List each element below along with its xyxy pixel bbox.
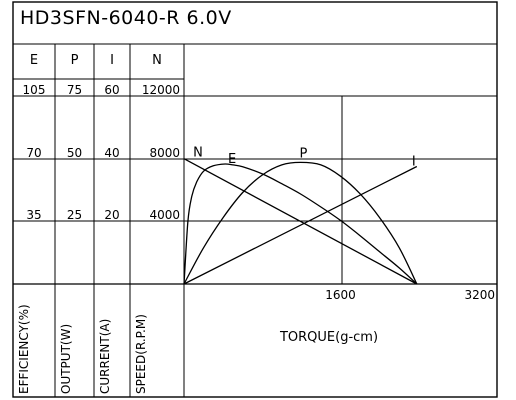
axis-label-vertical: OUTPUT(W) xyxy=(59,324,73,394)
y-tick-label: 25 xyxy=(67,208,82,222)
x-tick-label: 1600 xyxy=(325,288,356,302)
series-label-I: I xyxy=(412,155,416,170)
y-tick-label: 12000 xyxy=(142,83,180,97)
series-label-N: N xyxy=(193,146,203,161)
y-tick-label: 20 xyxy=(104,208,119,222)
series-label-E: E xyxy=(228,152,236,167)
y-tick-label: 35 xyxy=(26,208,41,222)
column-header-E: E xyxy=(30,53,38,68)
axis-label-vertical: SPEED(R.P.M) xyxy=(134,314,148,394)
x-tick-label: 3200 xyxy=(464,288,495,302)
column-header-N: N xyxy=(152,53,162,68)
series-line-E xyxy=(183,163,418,285)
y-tick-label: 8000 xyxy=(149,146,180,160)
series-label-P: P xyxy=(299,146,307,161)
chart-texts: HD3SFN-6040-R 6.0V E 105 70 35 EFFICIENCY(%) P… xyxy=(17,7,495,394)
chart-frame xyxy=(12,1,498,398)
y-tick-label: 105 xyxy=(23,83,46,97)
axis-label-vertical: EFFICIENCY(%) xyxy=(17,304,31,394)
y-tick-label: 60 xyxy=(104,83,119,97)
y-tick-label: 75 xyxy=(67,83,82,97)
outer-border xyxy=(12,1,498,398)
chart-title: HD3SFN-6040-R 6.0V xyxy=(20,7,232,29)
chart-grid xyxy=(13,95,498,285)
series-line-I xyxy=(183,165,418,285)
column-header-P: P xyxy=(71,53,79,68)
chart-curves xyxy=(183,158,418,285)
axis-label-vertical: CURRENT(A) xyxy=(98,319,112,394)
y-tick-label: 50 xyxy=(67,146,82,160)
column-header-I: I xyxy=(110,53,114,68)
series-line-N xyxy=(183,158,418,285)
y-tick-label: 4000 xyxy=(149,208,180,222)
x-axis-label: TORQUE(g-cm) xyxy=(279,330,378,345)
y-tick-label: 70 xyxy=(26,146,41,160)
y-tick-label: 40 xyxy=(104,146,119,160)
